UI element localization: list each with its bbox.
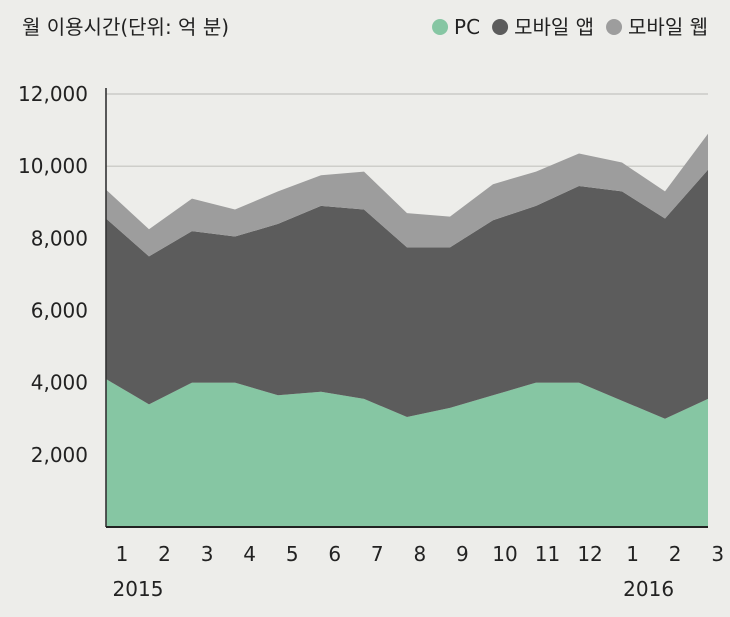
x-tick-label: 8	[413, 542, 426, 566]
legend-label: 모바일 웹	[628, 15, 708, 39]
legend-label: 모바일 앱	[514, 15, 594, 39]
y-tick-label: 8,000	[31, 226, 88, 250]
legend-marker	[492, 19, 509, 35]
x-tick-label: 1	[626, 542, 639, 566]
area-series-0	[106, 379, 708, 527]
legend-marker	[432, 19, 449, 35]
x-tick-label: 1	[116, 542, 129, 566]
legend-item: 모바일 웹	[606, 15, 708, 39]
legend-marker	[606, 19, 623, 35]
year-label: 2015	[113, 577, 164, 601]
x-axis-tick-labels: 1 2 3 4 5 6 7 8 9 10 11 12 1 2 3	[116, 542, 724, 566]
x-tick-label: 3	[711, 542, 724, 566]
legend: PC 모바일 앱 모바일 웹	[432, 15, 708, 39]
year-label: 2016	[623, 577, 674, 601]
x-tick-label: 6	[328, 542, 341, 566]
area-series-2	[106, 133, 708, 257]
x-tick-label: 2	[158, 542, 171, 566]
x-tick-label: 2	[669, 542, 682, 566]
x-tick-label: 12	[577, 542, 602, 566]
x-tick-label: 3	[201, 542, 214, 566]
x-tick-label: 7	[371, 542, 384, 566]
y-tick-label: 6,000	[31, 299, 88, 323]
legend-item: 모바일 앱	[492, 15, 594, 39]
y-tick-label: 2,000	[31, 443, 88, 467]
x-tick-label: 10	[492, 542, 517, 566]
area-series-1	[106, 169, 708, 419]
x-axis-year-labels: 2015 2016	[113, 577, 675, 601]
x-tick-label: 4	[243, 542, 256, 566]
y-tick-label: 12,000	[18, 82, 88, 106]
legend-label: PC	[454, 15, 480, 39]
x-tick-label: 5	[286, 542, 299, 566]
y-axis-tick-labels: 2,000 4,000 6,000 8,000 10,000 12,000	[18, 82, 88, 467]
y-tick-label: 10,000	[18, 154, 88, 178]
legend-item: PC	[432, 15, 480, 39]
y-tick-label: 4,000	[31, 371, 88, 395]
chart-title: 월 이용시간(단위: 억 분)	[22, 15, 229, 39]
axes	[105, 88, 708, 528]
x-tick-label: 11	[535, 542, 560, 566]
x-tick-label: 9	[456, 542, 469, 566]
area-series-group	[106, 133, 708, 527]
